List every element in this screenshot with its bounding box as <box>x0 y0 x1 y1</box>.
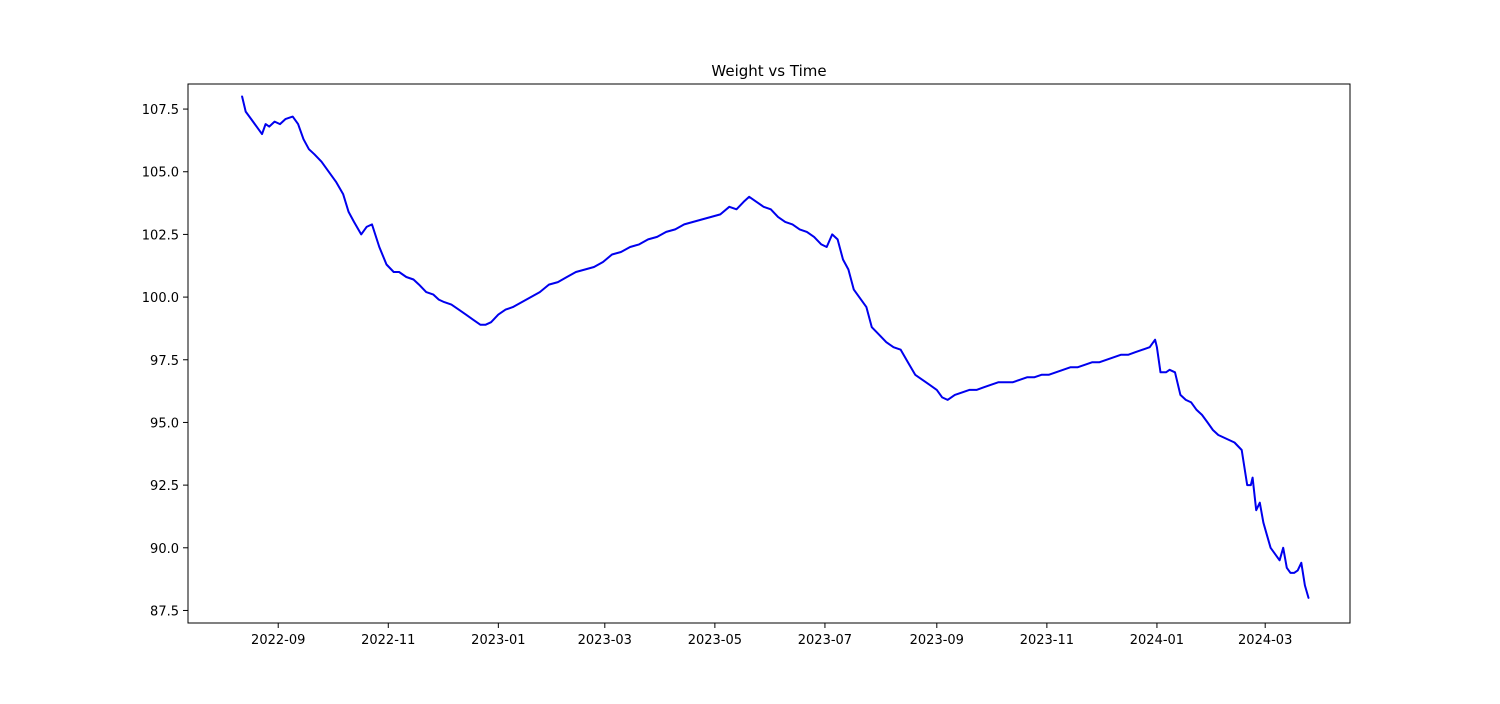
x-tick-label: 2022-11 <box>361 633 415 648</box>
chart-title: Weight vs Time <box>711 62 826 80</box>
y-tick-label: 107.5 <box>142 103 179 118</box>
y-tick-label: 92.5 <box>150 479 179 494</box>
x-tick-label: 2023-07 <box>798 633 852 648</box>
x-tick-label: 2024-03 <box>1238 633 1292 648</box>
y-tick-label: 100.0 <box>142 291 179 306</box>
y-tick-label: 105.0 <box>142 166 179 181</box>
y-tick-label: 102.5 <box>142 228 179 243</box>
x-tick-label: 2023-03 <box>578 633 632 648</box>
weight-series-line <box>241 95 1310 599</box>
y-tick-label: 87.5 <box>150 604 179 619</box>
x-tick-label: 2023-05 <box>688 633 742 648</box>
x-tick-label: 2023-09 <box>910 633 964 648</box>
x-axis-ticks: 2022-09 2022-11 2023-01 2023-03 2023-05 2023-… <box>251 623 1292 648</box>
x-tick-label: 2022-09 <box>251 633 305 648</box>
y-axis-ticks: 87.5 90.0 92.5 95.0 97.5 100.0 102.5 105.0 107.5 <box>142 103 188 619</box>
x-tick-label: 2023-11 <box>1020 633 1074 648</box>
y-tick-label: 90.0 <box>150 542 179 557</box>
y-tick-label: 97.5 <box>150 354 179 369</box>
x-tick-label: 2023-01 <box>471 633 525 648</box>
y-tick-label: 95.0 <box>150 416 179 431</box>
plot-area-frame <box>187 83 1351 624</box>
x-tick-label: 2024-01 <box>1130 633 1184 648</box>
